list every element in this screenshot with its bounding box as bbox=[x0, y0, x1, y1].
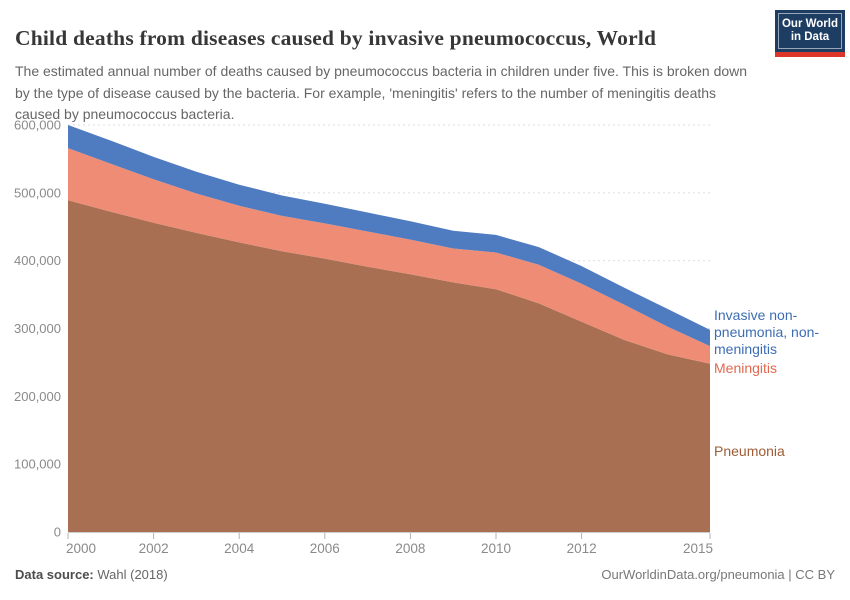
area-meningitis[interactable] bbox=[68, 148, 710, 364]
x-axis-tick-label-2000: 2000 bbox=[66, 541, 96, 556]
y-axis-tick-label-100,000: 100,000 bbox=[14, 457, 61, 472]
area-invasive-non-pneumonia-non-meningitis[interactable] bbox=[68, 125, 710, 347]
y-axis-tick-label-500,000: 500,000 bbox=[14, 185, 61, 200]
y-axis-tick-label-0: 0 bbox=[54, 525, 61, 540]
x-axis-tick-label-2008: 2008 bbox=[395, 541, 425, 556]
chart-subtitle: The estimated annual number of deaths ca… bbox=[15, 63, 748, 122]
legend-label-invasive-non-pneumonia-non-meningitis[interactable]: Invasive non-pneumonia, non-meningitis bbox=[714, 307, 820, 357]
x-axis-tick-label-2010: 2010 bbox=[481, 541, 511, 556]
chart-footer: Data source: Wahl (2018) OurWorldinData.… bbox=[15, 567, 835, 582]
owid-logo[interactable]: Our World in Data bbox=[775, 10, 845, 57]
x-axis-tick-label-2015: 2015 bbox=[683, 541, 713, 556]
owid-logo-red-stripe bbox=[775, 52, 845, 57]
y-axis-tick-label-200,000: 200,000 bbox=[14, 389, 61, 404]
y-axis-tick-label-400,000: 400,000 bbox=[14, 253, 61, 268]
legend-label-pneumonia[interactable]: Pneumonia bbox=[714, 443, 785, 459]
data-source-value: Wahl (2018) bbox=[93, 567, 168, 582]
y-axis-tick-label-300,000: 300,000 bbox=[14, 321, 61, 336]
attribution-link[interactable]: OurWorldinData.org/pneumonia | CC BY bbox=[601, 567, 835, 582]
x-axis-tick-label-2006: 2006 bbox=[310, 541, 340, 556]
x-axis-tick-label-2004: 2004 bbox=[224, 541, 255, 556]
owid-logo-line2: in Data bbox=[790, 31, 830, 43]
owid-logo-inner-border: Our World in Data bbox=[778, 13, 842, 49]
owid-logo-line1: Our World bbox=[781, 18, 838, 30]
data-source: Data source: Wahl (2018) bbox=[15, 567, 168, 582]
legend-label-meningitis[interactable]: Meningitis bbox=[714, 360, 778, 376]
owid-logo-box: Our World in Data bbox=[775, 10, 845, 52]
x-axis-tick-label-2002: 2002 bbox=[139, 541, 169, 556]
page-title: Child deaths from diseases caused by inv… bbox=[15, 26, 657, 51]
data-source-label: Data source: bbox=[15, 567, 94, 582]
x-axis-tick-label-2012: 2012 bbox=[567, 541, 597, 556]
y-axis-tick-label-600,000: 600,000 bbox=[14, 118, 61, 133]
area-pneumonia[interactable] bbox=[68, 200, 710, 533]
